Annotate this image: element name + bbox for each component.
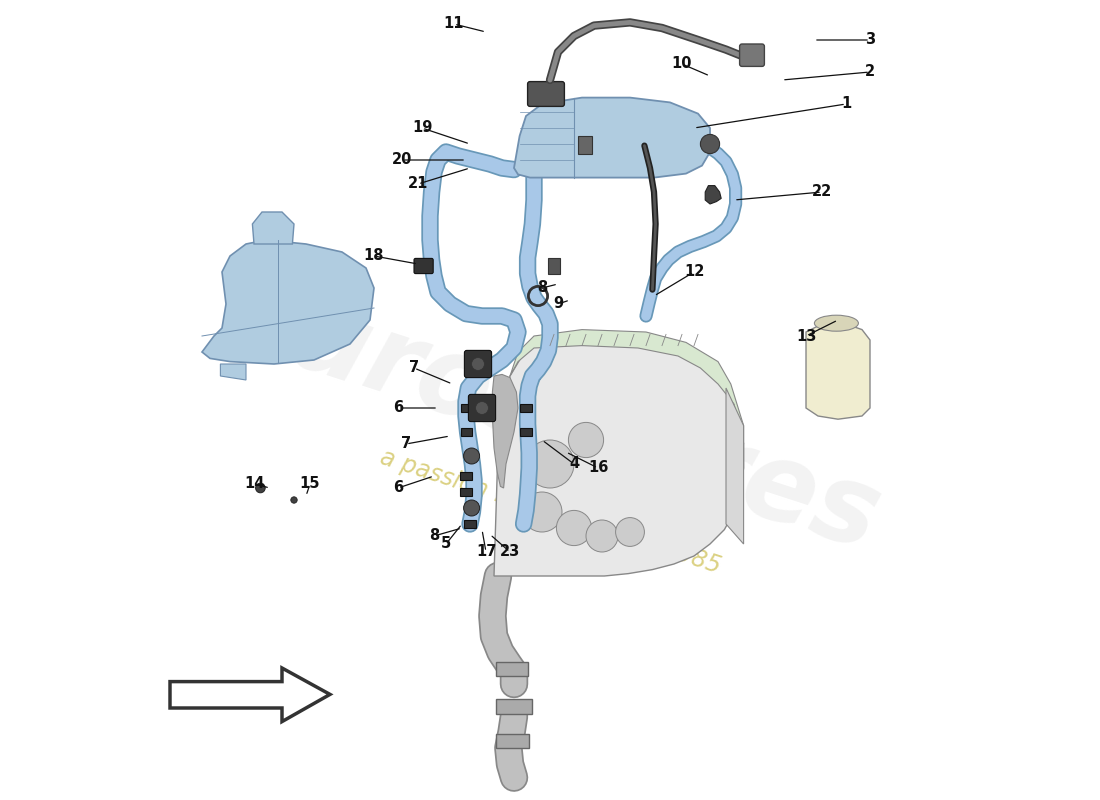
Circle shape [522,492,562,532]
Text: 6: 6 [393,401,403,415]
Circle shape [569,422,604,458]
Text: 21: 21 [408,177,428,191]
Bar [496,662,528,676]
Text: 6: 6 [393,481,403,495]
Text: 1: 1 [840,97,851,111]
Ellipse shape [814,315,858,331]
Polygon shape [252,212,294,244]
Bar [496,734,529,748]
Polygon shape [726,388,744,544]
Polygon shape [514,98,710,178]
Text: eurospares: eurospares [208,260,892,572]
Text: 22: 22 [812,185,832,199]
Bar [464,520,475,528]
Circle shape [290,497,297,503]
Polygon shape [202,240,374,364]
Text: 14: 14 [244,477,264,491]
Circle shape [463,448,480,464]
Text: 23: 23 [499,545,520,559]
Polygon shape [510,330,744,444]
FancyBboxPatch shape [528,82,564,106]
Polygon shape [494,338,744,576]
Bar [496,699,531,714]
Text: 20: 20 [392,153,412,167]
Text: 8: 8 [429,529,439,543]
Bar [548,258,560,274]
Polygon shape [170,668,330,722]
Polygon shape [806,324,870,419]
Text: 13: 13 [795,329,816,343]
Bar [461,488,472,496]
Text: 3: 3 [865,33,876,47]
Text: 8: 8 [537,281,547,295]
Circle shape [472,358,484,370]
Bar [520,428,531,436]
FancyBboxPatch shape [469,394,496,422]
Text: 19: 19 [411,121,432,135]
Polygon shape [220,364,246,380]
Text: 5: 5 [441,537,451,551]
Text: 7: 7 [400,437,411,451]
Text: 2: 2 [865,65,876,79]
FancyBboxPatch shape [739,44,764,66]
Text: 4: 4 [569,457,579,471]
Text: a passion for parts since 1985: a passion for parts since 1985 [376,446,724,578]
Circle shape [475,402,488,414]
Text: 18: 18 [364,249,384,263]
Bar [461,472,472,480]
Circle shape [526,440,574,488]
Text: 9: 9 [553,297,563,311]
Circle shape [557,510,592,546]
Circle shape [586,520,618,552]
Bar [520,404,531,412]
Polygon shape [705,186,722,204]
Circle shape [616,518,645,546]
FancyBboxPatch shape [414,258,433,274]
Circle shape [701,134,719,154]
Circle shape [255,483,265,493]
Bar [461,404,472,412]
Text: 16: 16 [587,461,608,475]
Text: 17: 17 [476,545,496,559]
FancyBboxPatch shape [464,350,492,378]
Circle shape [463,500,480,516]
Polygon shape [493,374,518,488]
Text: 12: 12 [684,265,704,279]
Text: 7: 7 [409,361,419,375]
Text: 15: 15 [299,477,320,491]
Text: 10: 10 [672,57,692,71]
Text: 11: 11 [443,17,464,31]
Bar [461,428,472,436]
Bar [578,136,593,154]
